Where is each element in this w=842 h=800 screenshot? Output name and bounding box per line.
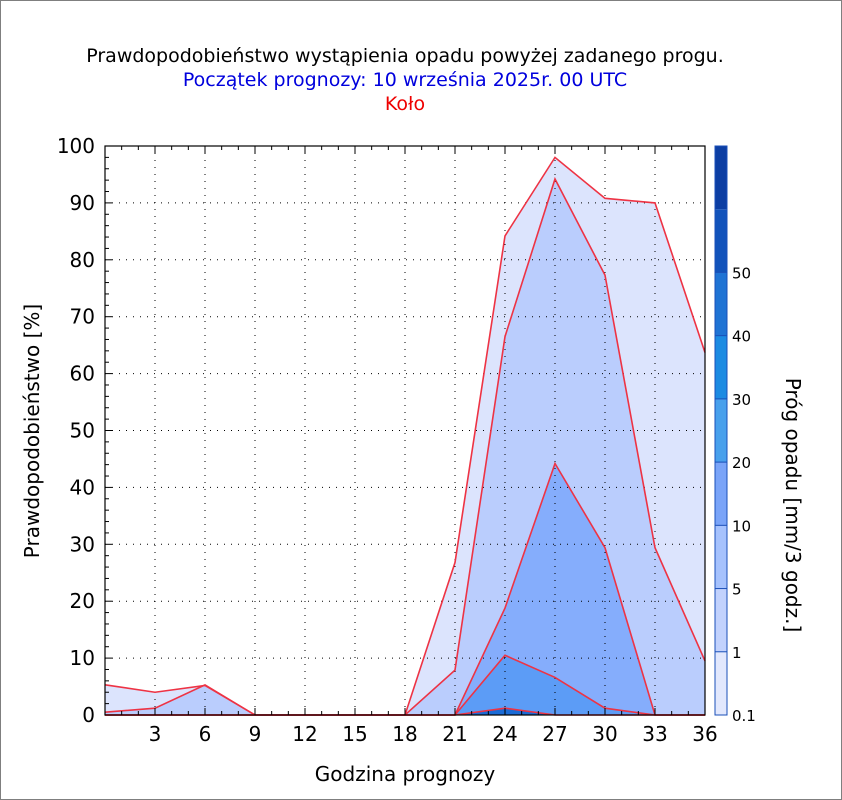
colorbar-tick-label: 0.1: [732, 707, 756, 725]
x-tick-label: 36: [692, 722, 717, 746]
x-tick-label: 18: [392, 722, 417, 746]
x-tick-label: 30: [592, 722, 617, 746]
x-tick-label: 6: [199, 722, 212, 746]
y-tick-label: 40: [70, 475, 95, 499]
colorbar-band: [715, 272, 727, 336]
y-tick-label: 80: [70, 248, 95, 272]
axes-group: 3 6 9 12 15 18 21 24 27 30 33 360102030405060708090…: [57, 134, 718, 746]
x-tick-label: 3: [149, 722, 162, 746]
colorbar-group: 0.1 1 5 10 20 30 40 50: [714, 145, 756, 725]
area-series-group: [105, 157, 705, 715]
colorbar-tick-label: 50: [732, 264, 751, 282]
x-tick-label: 9: [249, 722, 262, 746]
colorbar-band: [715, 335, 727, 399]
chart-title: Prawdopodobieństwo wystąpienia opadu pow…: [86, 45, 724, 67]
y-tick-label: 60: [70, 362, 95, 386]
x-tick-label: 24: [492, 722, 517, 746]
colorbar-band: [715, 588, 727, 652]
colorbar-tick-label: 5: [732, 581, 742, 599]
x-tick-label: 15: [342, 722, 367, 746]
colorbar-band: [715, 525, 727, 589]
area-series-10: [105, 655, 705, 715]
y-tick-label: 50: [70, 419, 95, 443]
chart-subtitle: Początek prognozy: 10 września 2025r. 00…: [183, 69, 627, 91]
x-tick-label: 27: [542, 722, 567, 746]
colorbar-tick-label: 1: [732, 644, 742, 662]
colorbar-band: [715, 209, 727, 273]
colorbar-tick-label: 30: [732, 391, 751, 409]
area-series-5: [105, 463, 705, 715]
colorbar-band: [715, 146, 727, 210]
x-tick-label: 33: [642, 722, 667, 746]
colorbar-tick-label: 10: [732, 517, 751, 535]
x-tick-label: 21: [442, 722, 467, 746]
colorbar-band: [715, 398, 727, 463]
colorbar-tick-label: 40: [732, 328, 751, 346]
x-axis-label: Godzina prognozy: [315, 762, 496, 786]
y-axis-label: Prawdopodobieństwo [%]: [20, 304, 44, 558]
y-tick-label: 20: [70, 589, 95, 613]
y-tick-label: 10: [70, 646, 95, 670]
colorbar-band: [715, 462, 727, 526]
chart-location: Koło: [385, 93, 425, 115]
x-tick-label: 12: [292, 722, 317, 746]
y-tick-label: 90: [70, 191, 95, 215]
y-tick-label: 100: [57, 134, 95, 158]
colorbar-band: [715, 651, 727, 715]
y-tick-label: 30: [70, 532, 95, 556]
y-tick-label: 0: [82, 703, 95, 727]
colorbar-label: Próg opadu [mm/3 godz.]: [781, 378, 805, 633]
colorbar-tick-label: 20: [732, 454, 751, 472]
y-tick-label: 70: [70, 305, 95, 329]
